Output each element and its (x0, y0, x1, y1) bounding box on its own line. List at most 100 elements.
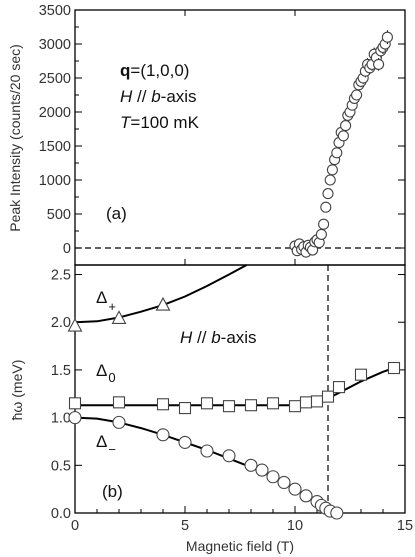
intensity-point (351, 89, 363, 101)
field-h: H (120, 87, 133, 106)
y-tick-label-b: 1.5 (51, 363, 71, 379)
delta-minus-point (178, 435, 192, 449)
panel-a: 0 500 1000 1500 2000 2500 3000 3500 Peak Intens… (7, 3, 406, 266)
delta-minus-point (222, 449, 236, 463)
y-tick-label-b: 0.0 (51, 506, 71, 522)
y-tick-label-a: 3500 (39, 3, 71, 19)
panel-b-label: (b) (102, 482, 123, 501)
delta-zero-point (310, 395, 324, 408)
panel-b-fits (74, 264, 395, 514)
temp-t: T (120, 113, 132, 132)
delta-zero-point (354, 368, 368, 381)
x-tick-label-b: 10 (287, 518, 303, 534)
delta-plus-sub: + (108, 299, 116, 314)
delta-minus-point (288, 482, 302, 496)
panel-b-field-annotation: H // b-axis (180, 328, 257, 347)
q-value: =(1,0,0) (130, 61, 189, 80)
panel-a-frame (74, 9, 406, 266)
delta-minus-point (299, 489, 313, 503)
y-tick-label-b: 2.5 (51, 268, 71, 284)
delta-plus-point (111, 310, 127, 324)
y-tick-label-a: 1000 (39, 173, 71, 189)
y-tick-label-a: 0 (63, 241, 71, 257)
delta-zero-label: Δ0 (96, 361, 116, 385)
delta-zero-point (222, 400, 236, 413)
delta-minus-point (330, 506, 344, 520)
panel-a-ylabel: Peak Intensity (counts/20 sec) (7, 44, 23, 232)
y-tick-label-a: 2000 (39, 105, 71, 121)
delta-zero-point (266, 397, 280, 410)
delta-minus-point (156, 428, 170, 442)
delta-minus-main: Δ (96, 432, 107, 451)
delta-minus-point (200, 444, 214, 458)
delta-plus-point (67, 317, 83, 332)
delta-minus-point (277, 475, 291, 490)
y-tick-label-a: 3000 (39, 37, 71, 53)
intensity-point (337, 130, 349, 142)
panel-b-ylabel: ħω (meV) (9, 360, 25, 421)
b-field-b: b (211, 328, 220, 347)
delta-minus-point (255, 463, 269, 477)
temp-rest: =100 mK (130, 113, 199, 132)
delta-zero-point (244, 399, 258, 412)
y-tick-label-b: 0.5 (51, 458, 71, 474)
delta-zero-point (68, 397, 82, 410)
delta-minus-point (68, 411, 82, 425)
intensity-point (326, 164, 338, 176)
delta-minus-label: Δ− (96, 432, 116, 457)
b-field-rest: -axis (221, 328, 257, 347)
panel-a-points (289, 30, 393, 258)
delta-zero-point (200, 397, 214, 410)
panel-a-ticks: 0 500 1000 1500 2000 2500 3000 3500 (39, 3, 406, 265)
field-rest: -axis (161, 87, 197, 106)
y-tick-label-b: 1.0 (51, 411, 71, 427)
y-tick-label-a: 2500 (39, 71, 71, 87)
intensity-point (318, 218, 330, 230)
x-tick-label-b: 5 (181, 518, 189, 534)
intensity-point (324, 174, 336, 186)
delta-zero-point (178, 402, 192, 415)
delta-minus-sub: − (108, 442, 116, 457)
delta-zero-point (332, 381, 346, 394)
delta-zero-point (321, 390, 335, 403)
panel-b-frame (74, 264, 406, 514)
delta-plus-point (155, 296, 171, 311)
intensity-point (373, 58, 385, 70)
intensity-point (381, 31, 393, 43)
y-tick-label-b: 2.0 (51, 315, 71, 331)
delta-minus-point (244, 458, 258, 472)
intensity-point (340, 120, 352, 132)
b-field-mid: // (192, 328, 211, 347)
intensity-point (315, 228, 327, 240)
panel-a-label: (a) (106, 204, 127, 223)
delta-zero-point (288, 400, 302, 413)
delta-zero-main: Δ (96, 361, 107, 380)
q-bold: q (120, 61, 130, 80)
panel-b-points (67, 296, 401, 520)
intensity-point (320, 201, 332, 213)
delta-zero-point (156, 398, 170, 411)
b-field-h: H (180, 328, 193, 347)
panel-a-temp-annotation: T=100 mK (120, 113, 200, 132)
panel-a-field-annotation: H // b-axis (120, 87, 197, 106)
x-tick-label-b: 0 (71, 518, 79, 534)
panel-a-q-annotation: q=(1,0,0) (120, 61, 189, 80)
x-tick-label-b: 15 (397, 518, 413, 534)
intensity-point (331, 147, 343, 159)
delta-zero-point (112, 396, 126, 409)
y-tick-label-a: 1500 (39, 139, 71, 155)
delta-zero-point (299, 396, 313, 409)
delta-plus-main: Δ (96, 288, 107, 307)
panel-b: 0.0 0.5 1.0 1.5 2.0 2.5 0 5 10 15 ħω (meV) Magnet… (9, 264, 413, 554)
delta-zero-point (387, 361, 401, 375)
delta-plus-label: Δ+ (96, 288, 116, 314)
field-b: b (151, 87, 160, 106)
delta-zero-sub: 0 (108, 370, 115, 385)
delta-minus-point (266, 470, 280, 484)
panel-b-xlabel: Magnetic field (T) (186, 538, 294, 554)
intensity-point (322, 188, 334, 200)
y-tick-label-a: 500 (47, 207, 71, 223)
delta-minus-point (112, 415, 126, 429)
field-mid: // (132, 87, 151, 106)
